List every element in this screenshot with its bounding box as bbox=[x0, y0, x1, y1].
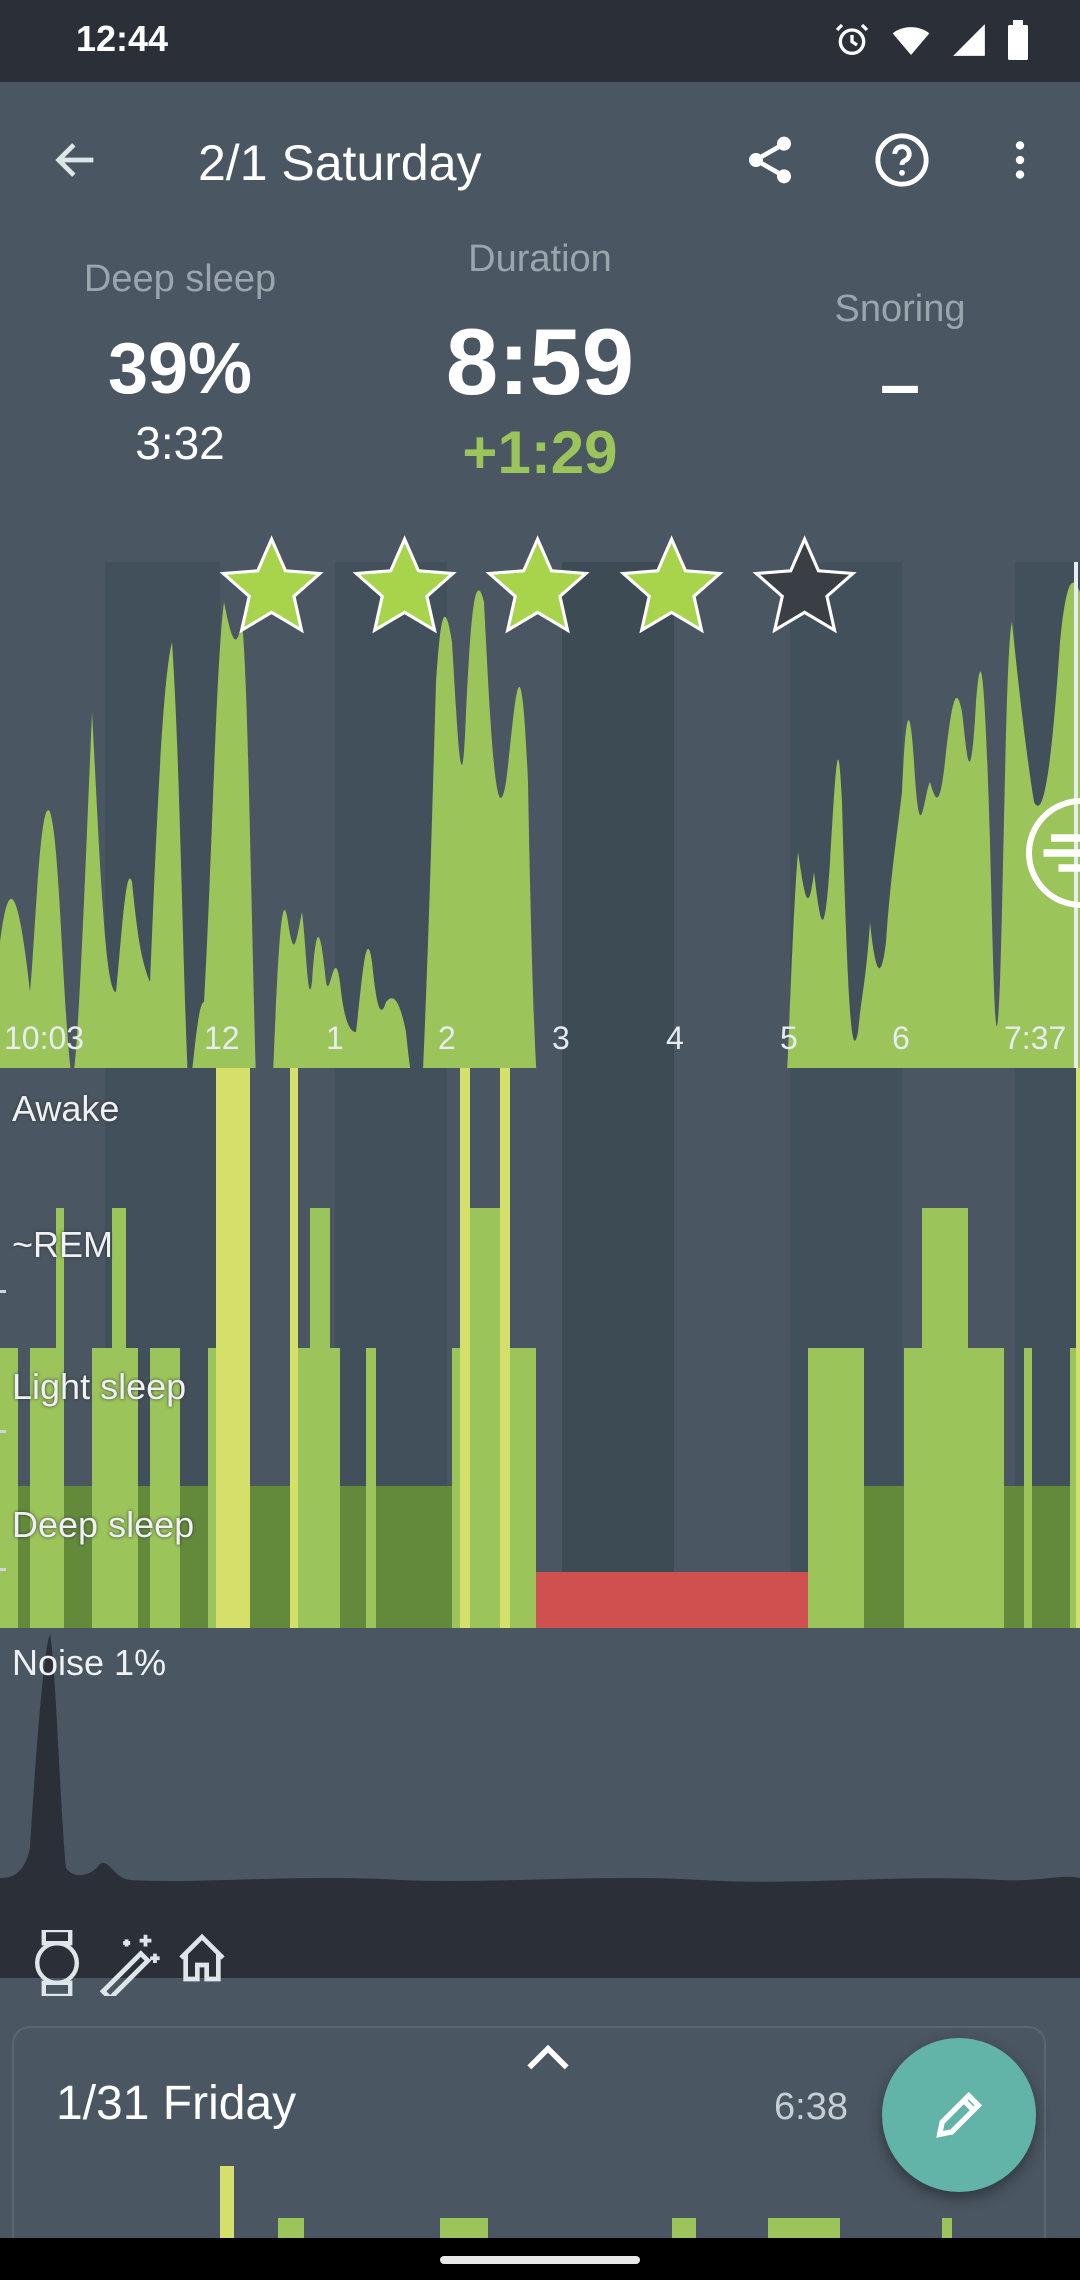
previous-night-card[interactable]: 1/31 Friday 6:38 bbox=[12, 2026, 1046, 2238]
rating-star[interactable] bbox=[351, 532, 458, 640]
deep-sleep-label: Deep sleep bbox=[83, 258, 277, 300]
more-options-button[interactable] bbox=[980, 120, 1060, 200]
duration-label: Duration bbox=[468, 238, 612, 280]
duration-value: 8:59 bbox=[445, 309, 635, 414]
tag-icons bbox=[30, 1930, 230, 1996]
no-data-gap bbox=[536, 1572, 808, 1628]
chart-area bbox=[0, 582, 1080, 1152]
watch-icon[interactable] bbox=[30, 1930, 84, 1996]
hypno-label-deep: Deep sleep bbox=[12, 1504, 195, 1545]
previous-night-duration: 6:38 bbox=[774, 2086, 848, 2128]
x-tick-label: 12 bbox=[204, 1020, 240, 1056]
status-icons bbox=[832, 20, 1030, 60]
battery-icon bbox=[1008, 20, 1028, 60]
hypno-label-rem: ~REM bbox=[12, 1224, 114, 1265]
rating-star[interactable] bbox=[751, 532, 858, 640]
previous-night-mini-chart bbox=[220, 2166, 952, 2238]
x-tick-label: 7:37 bbox=[1004, 1020, 1067, 1056]
app-bar: 2/1 Saturday bbox=[0, 82, 1080, 242]
rating-star[interactable] bbox=[218, 532, 325, 640]
status-time: 12:44 bbox=[76, 18, 169, 59]
more-vert-icon bbox=[1015, 141, 1025, 179]
level-ticks bbox=[0, 1290, 6, 1571]
home-gesture-pill[interactable] bbox=[440, 2256, 640, 2264]
x-tick-label: 1 bbox=[326, 1020, 344, 1056]
status-bar: 12:44 bbox=[0, 0, 1080, 82]
home-icon[interactable] bbox=[174, 1930, 230, 1986]
light-sleep-blocks bbox=[0, 1208, 1080, 1628]
system-nav-bar bbox=[0, 2238, 1080, 2280]
deep-sleep-percent: 39% bbox=[107, 329, 253, 409]
pencil-icon bbox=[936, 2091, 983, 2138]
sleep-detail-screen: 2/1 Saturday Deep sleep 39% 3:32 Duratio… bbox=[0, 82, 1080, 2238]
x-tick-label: 5 bbox=[780, 1020, 798, 1056]
page-title: 2/1 Saturday bbox=[198, 135, 482, 191]
x-tick-label: 2 bbox=[438, 1020, 456, 1056]
share-button[interactable] bbox=[730, 120, 810, 200]
snoring-value: – bbox=[879, 345, 921, 425]
help-button[interactable] bbox=[862, 120, 942, 200]
x-tick-label: 10:03 bbox=[4, 1020, 85, 1056]
share-icon bbox=[749, 136, 791, 184]
noise-label: Noise 1% bbox=[12, 1642, 167, 1683]
deep-sleep-band-left bbox=[0, 1486, 536, 1628]
wifi-icon bbox=[892, 27, 930, 55]
x-tick-label: 3 bbox=[552, 1020, 570, 1056]
awake-blocks bbox=[216, 1068, 1080, 1628]
hypno-label-light: Light sleep bbox=[12, 1366, 187, 1407]
sleep-activity-chart[interactable] bbox=[0, 562, 1080, 1152]
hypnogram-chart[interactable] bbox=[0, 1068, 1080, 1628]
help-icon bbox=[875, 133, 929, 187]
edit-fab[interactable] bbox=[882, 2038, 1036, 2192]
snoring-label: Snoring bbox=[834, 288, 966, 330]
noise-chart[interactable] bbox=[0, 1628, 1080, 1978]
x-tick-label: 6 bbox=[892, 1020, 910, 1056]
signal-icon bbox=[953, 24, 985, 56]
back-arrow-icon bbox=[55, 143, 94, 177]
duration-delta: +1:29 bbox=[462, 419, 618, 486]
noise-area bbox=[0, 1634, 1080, 1978]
sleep-rating-stars[interactable] bbox=[218, 532, 858, 652]
rating-star[interactable] bbox=[484, 532, 591, 640]
alarm-icon bbox=[835, 23, 869, 56]
previous-night-date: 1/31 Friday bbox=[56, 2077, 297, 2130]
rating-star[interactable] bbox=[618, 532, 725, 640]
x-tick-label: 4 bbox=[666, 1020, 684, 1056]
chevron-up-icon[interactable] bbox=[520, 2038, 576, 2078]
zoom-lines-icon bbox=[1043, 834, 1080, 872]
back-button[interactable] bbox=[36, 120, 116, 200]
deep-sleep-time: 3:32 bbox=[135, 417, 225, 469]
hypno-label-awake: Awake bbox=[12, 1088, 120, 1129]
magic-wand-icon[interactable] bbox=[98, 1930, 160, 1996]
